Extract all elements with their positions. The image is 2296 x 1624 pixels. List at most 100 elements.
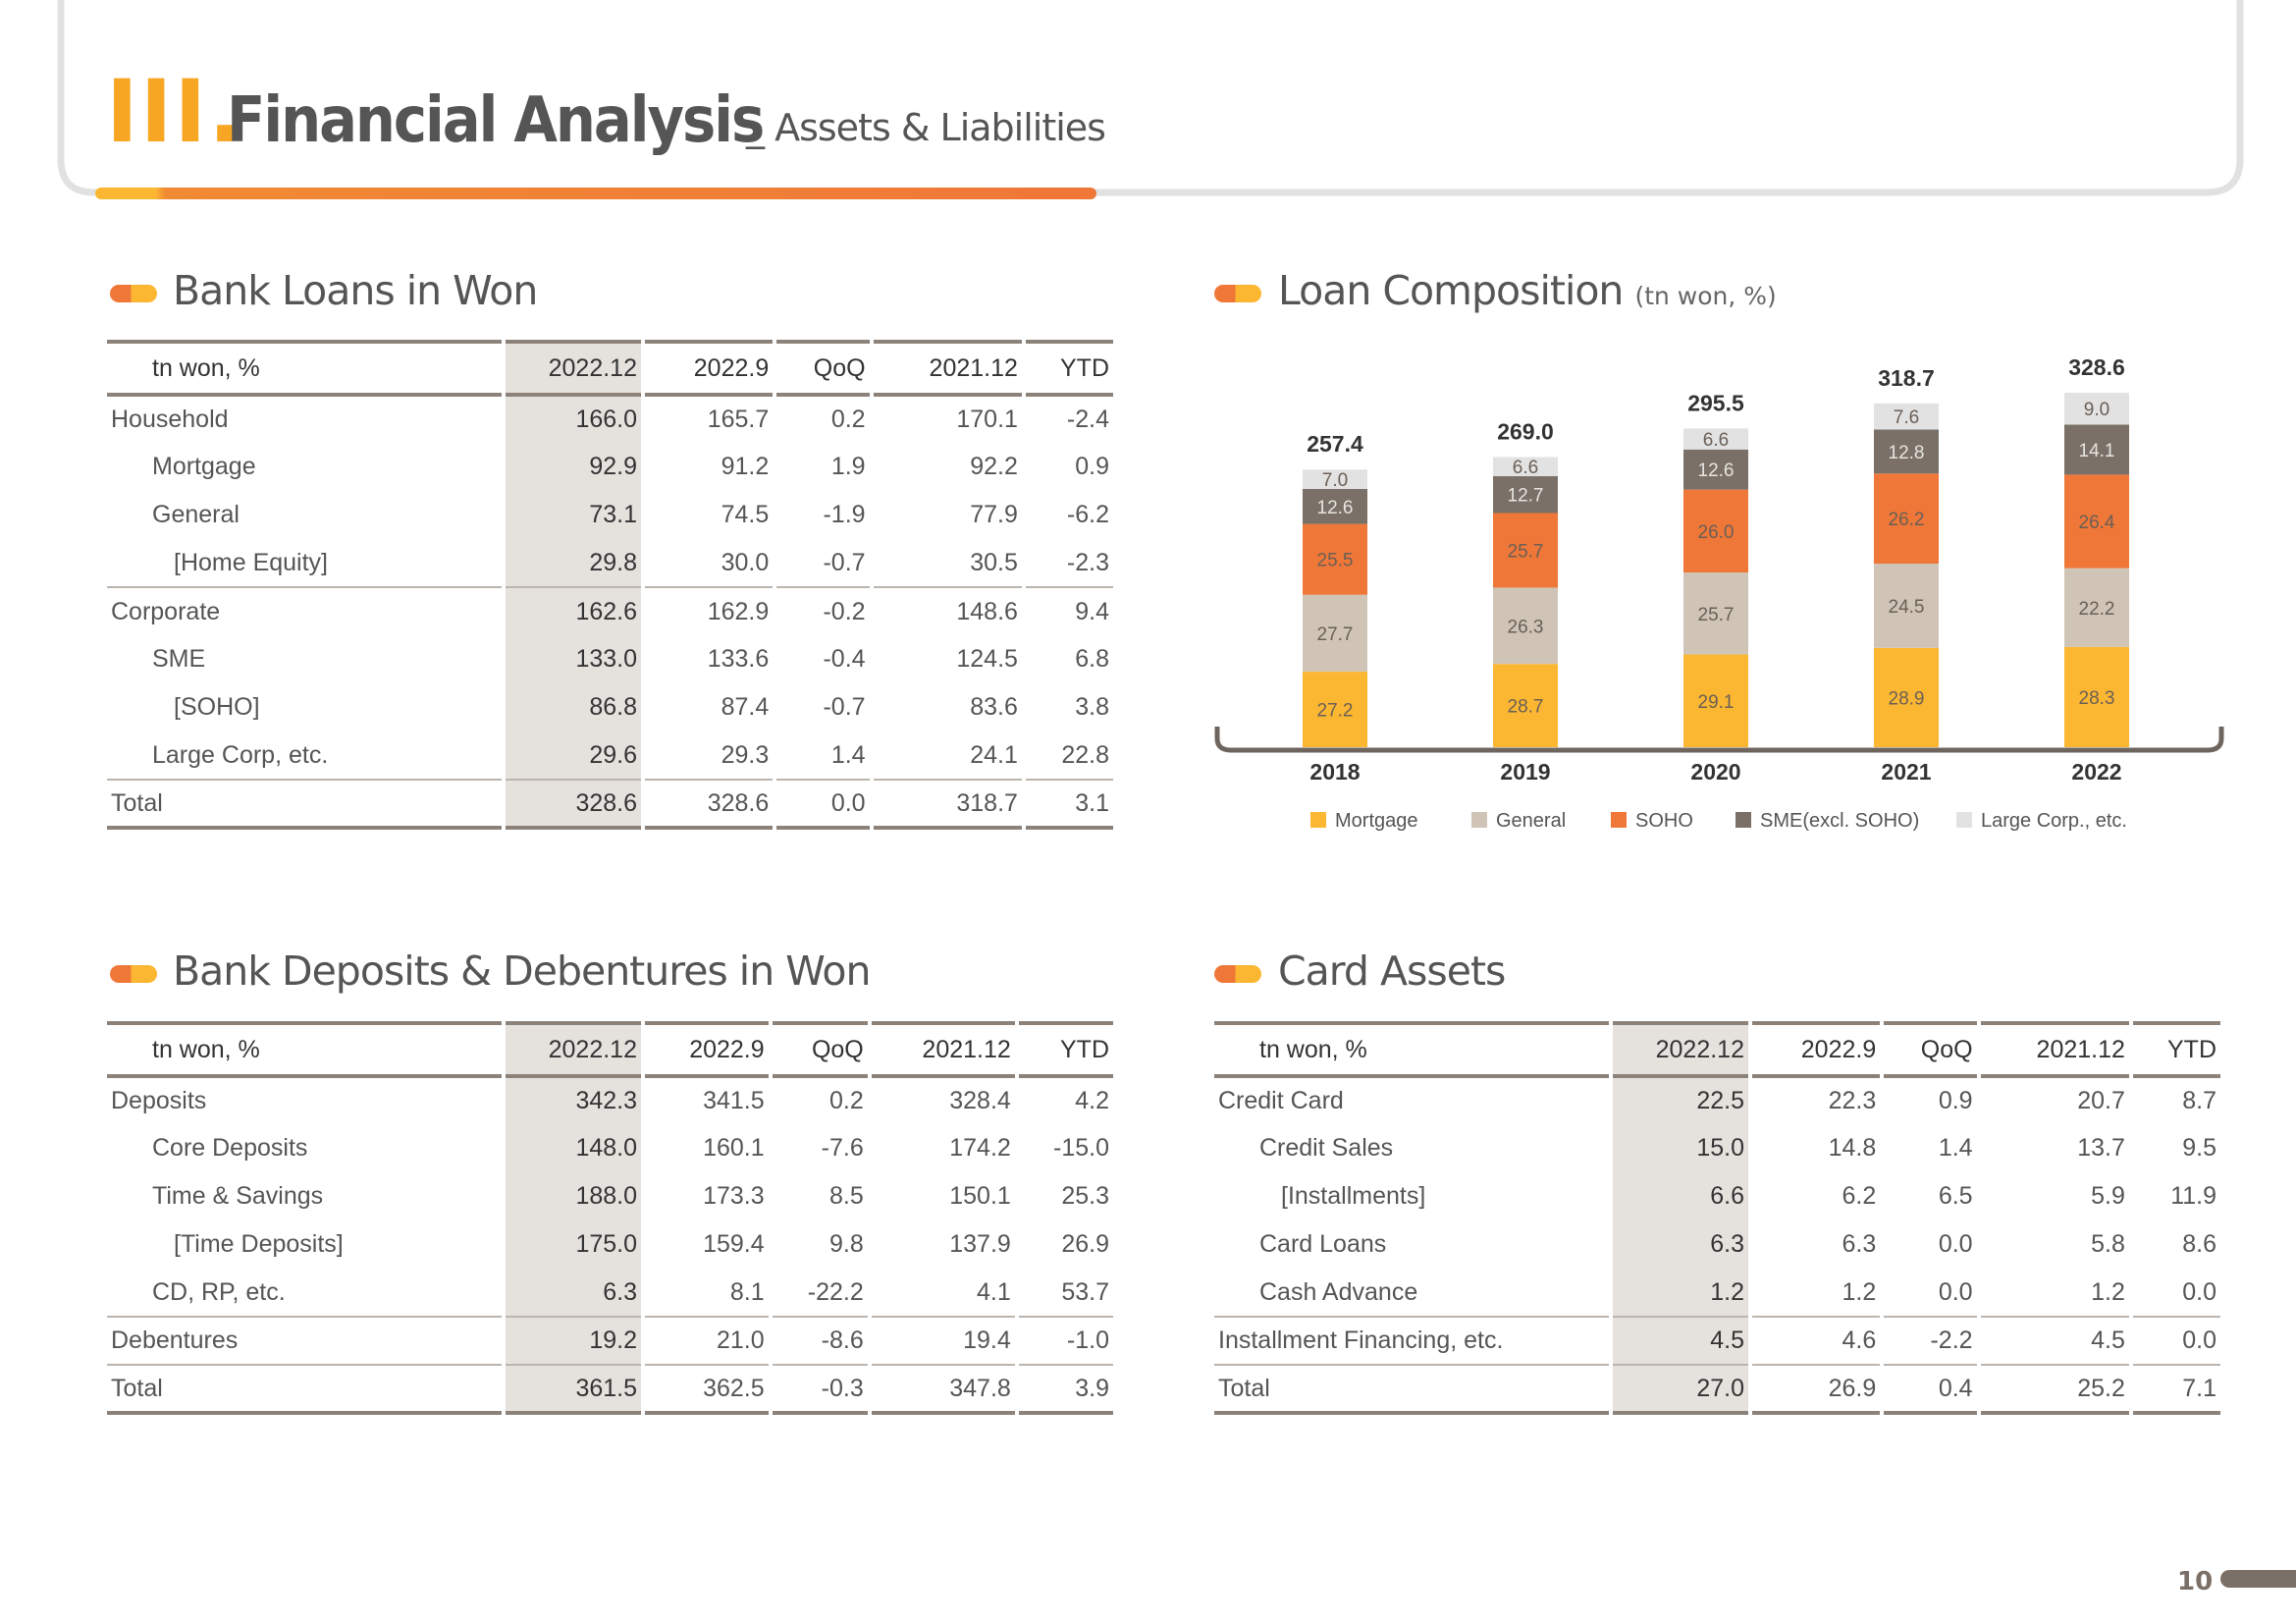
data-label: 27.2	[1317, 701, 1354, 722]
section-title: Loan Composition (tn won, %)	[1278, 267, 1777, 314]
data-label: 28.7	[1508, 697, 1544, 718]
bar-segment	[1303, 469, 1367, 490]
cell: 11.9	[2128, 1172, 2220, 1220]
header-row: tn won, % 2022.12 2022.9 QoQ 2021.12 YTD	[1214, 1023, 2220, 1076]
row-label: General	[152, 501, 240, 528]
cell: 25.2	[1976, 1364, 2131, 1413]
cell: 4.5	[1976, 1316, 2131, 1365]
bar-segment	[2064, 568, 2129, 647]
cell: 19.2	[502, 1316, 643, 1365]
cell: 22.5	[1609, 1076, 1750, 1124]
legend-swatch	[1471, 812, 1487, 828]
section-title: Bank Loans in Won	[173, 267, 538, 314]
chart-title: Loan Composition	[1278, 267, 1624, 314]
cell: 6.6	[1609, 1172, 1750, 1220]
bar-segment	[1493, 475, 1558, 514]
cell: 341.5	[641, 1076, 771, 1124]
cell: 8.5	[768, 1172, 870, 1220]
cell: 9.8	[768, 1220, 870, 1269]
row-label: Time & Savings	[152, 1182, 324, 1210]
cell: 9.4	[1021, 586, 1113, 635]
table-row: Time & Savings 188.0 173.3 8.5 150.1 25.3	[107, 1172, 1113, 1220]
section-title: Bank Deposits & Debentures in Won	[173, 947, 871, 995]
cell: 1.2	[1609, 1269, 1750, 1317]
cell: 3.9	[1014, 1364, 1113, 1413]
cell: 6.2	[1747, 1172, 1883, 1220]
table-row: [SOHO] 86.8 87.4 -0.7 83.6 3.8	[107, 683, 1113, 731]
row-label: SME	[152, 645, 206, 673]
column-header: tn won, %	[152, 353, 260, 382]
cell: 21.0	[641, 1316, 771, 1365]
cell: 6.3	[1747, 1220, 1883, 1269]
cell: 0.9	[1880, 1076, 1979, 1124]
bar-segment	[1303, 672, 1367, 747]
cell: 133.6	[640, 635, 775, 683]
data-label: 28.9	[1889, 688, 1925, 709]
cell: -6.2	[1021, 491, 1113, 539]
section-icon	[110, 965, 157, 983]
cell: 29.6	[502, 731, 643, 780]
table-row: CD, RP, etc. 6.3 8.1 -22.2 4.1 53.7	[107, 1269, 1113, 1317]
cell: -8.6	[768, 1316, 870, 1365]
cell: 7.1	[2128, 1364, 2220, 1413]
row-label: Deposits	[111, 1087, 207, 1114]
table-row: SME 133.0 133.6 -0.4 124.5 6.8	[107, 635, 1113, 683]
data-label: 25.7	[1698, 605, 1735, 625]
bar-segment	[1683, 654, 1748, 747]
data-label: 12.7	[1508, 486, 1544, 507]
cell: 162.9	[640, 586, 775, 635]
cell: -7.6	[768, 1124, 870, 1172]
bar-segment	[1874, 647, 1939, 747]
table-row: Total 27.0 26.9 0.4 25.2 7.1	[1214, 1364, 2220, 1413]
data-label: 12.8	[1889, 443, 1925, 463]
row-label: Debentures	[107, 1316, 504, 1365]
cell: 53.7	[1014, 1269, 1113, 1317]
data-label: 27.7	[1317, 624, 1354, 645]
data-label: 25.7	[1508, 541, 1544, 562]
cell: 30.5	[869, 539, 1024, 587]
data-label: 7.0	[1322, 470, 1348, 491]
bar-segment	[1493, 664, 1558, 747]
cell: 6.3	[1609, 1220, 1750, 1269]
cell: 6.8	[1021, 635, 1113, 683]
column-header: 2022.9	[640, 342, 775, 395]
cell: 342.3	[502, 1076, 643, 1124]
row-label: Cash Advance	[1259, 1277, 1418, 1306]
cell: 29.3	[640, 731, 775, 780]
row-label: Mortgage	[152, 453, 256, 480]
row-label: Credit Sales	[1259, 1134, 1394, 1162]
data-label: 28.3	[2079, 688, 2115, 709]
table-row: Card Loans 6.3 6.3 0.0 5.8 8.6	[1214, 1220, 2220, 1269]
column-header: 2022.9	[1747, 1023, 1883, 1076]
total-label: 269.0	[1497, 418, 1554, 444]
legend-label: General	[1496, 810, 1566, 832]
cell: 20.7	[1976, 1076, 2131, 1124]
bar-segment	[1683, 428, 1748, 450]
data-label: 26.2	[1889, 510, 1925, 530]
cell: 6.5	[1880, 1172, 1979, 1220]
deposits-table: tn won, % 2022.12 2022.9 QoQ 2021.12 YTD Depos…	[107, 1021, 1113, 1415]
x-tick-label: 2019	[1500, 759, 1550, 785]
section-icon	[1214, 285, 1261, 302]
page-title: Financial Analysis	[227, 84, 765, 157]
table-row: [Installments] 6.6 6.2 6.5 5.9 11.9	[1214, 1172, 2220, 1220]
row-label: [SOHO]	[174, 693, 260, 721]
page-tab	[2220, 1570, 2296, 1588]
column-header: tn won, %	[152, 1035, 260, 1063]
cell: 4.2	[1014, 1076, 1113, 1124]
cell: -0.7	[773, 539, 872, 587]
column-header: 2021.12	[869, 342, 1024, 395]
data-label: 14.1	[2079, 441, 2115, 461]
cell: -2.3	[1021, 539, 1113, 587]
column-header: 2022.9	[641, 1023, 771, 1076]
cell: 15.0	[1609, 1124, 1750, 1172]
data-label: 26.0	[1698, 522, 1735, 543]
row-label: [Home Equity]	[174, 548, 329, 576]
accent-bar	[95, 188, 1096, 199]
row-label: Corporate	[107, 586, 504, 635]
cell: 0.0	[1880, 1220, 1979, 1269]
row-label: Total	[107, 1364, 504, 1413]
cell: 5.9	[1976, 1172, 2131, 1220]
cell: -15.0	[1014, 1124, 1113, 1172]
bar-segment	[1874, 429, 1939, 474]
